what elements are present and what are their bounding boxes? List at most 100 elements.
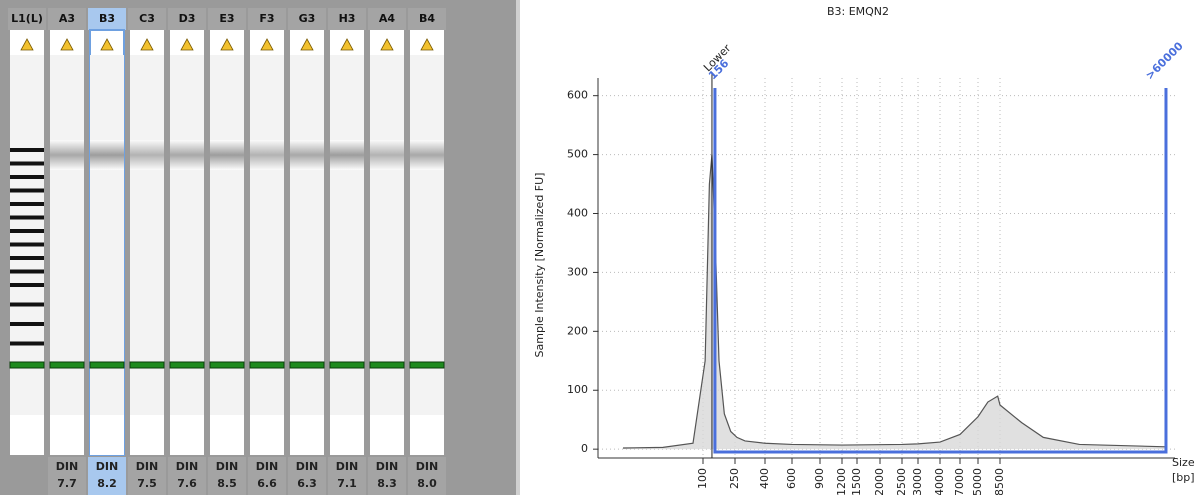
lane-bottom (210, 415, 244, 455)
marker-band (410, 362, 444, 368)
x-tick-label: 100 (696, 468, 709, 489)
sample-smear (130, 140, 164, 170)
lane-bottom (410, 415, 444, 455)
ladder-band (10, 162, 44, 166)
x-tick-label: 7000 (953, 468, 966, 495)
tapestation-window: B3: EMQN2 Sample Intensity [Normalized F… (0, 0, 1196, 495)
lane-name: E3 (219, 12, 234, 25)
ladder-band (10, 175, 44, 179)
sample-smear (370, 140, 404, 170)
x-axis-unit: [bp] (1172, 471, 1195, 484)
gel-shade (250, 55, 284, 415)
gel-shade (210, 55, 244, 415)
x-tick-label: 4000 (933, 468, 946, 495)
y-tick-label: 100 (567, 383, 588, 396)
lane-bottom (290, 415, 324, 455)
lane-bottom (130, 415, 164, 455)
din-value: 8.3 (377, 477, 397, 490)
y-tick-label: 300 (567, 265, 588, 278)
gel-shade (170, 55, 204, 415)
lane-name: F3 (259, 12, 274, 25)
lane-name: A3 (59, 12, 75, 25)
din-label: DIN (376, 460, 398, 473)
din-label: DIN (176, 460, 198, 473)
ladder-band (10, 148, 44, 152)
din-value: 7.7 (57, 477, 77, 490)
lane-name: A4 (379, 12, 396, 25)
x-tick-label: 250 (728, 468, 741, 489)
din-value: 7.1 (337, 477, 357, 490)
lane-bottom (370, 415, 404, 455)
sample-smear (410, 140, 444, 170)
marker-band (330, 362, 364, 368)
sample-smear (250, 140, 284, 170)
marker-band (10, 362, 44, 368)
ladder-band (10, 243, 44, 247)
marker-band (170, 362, 204, 368)
gel-shade (10, 55, 44, 415)
x-tick-label: 2000 (873, 468, 886, 495)
din-value: 7.5 (137, 477, 157, 490)
din-label: DIN (56, 460, 78, 473)
lane-bottom (330, 415, 364, 455)
x-tick-label: 400 (758, 468, 771, 489)
lane-bottom (170, 415, 204, 455)
din-value: 8.0 (417, 477, 437, 490)
gel-shade (90, 55, 124, 415)
ladder-band (10, 216, 44, 220)
marker-band (130, 362, 164, 368)
x-tick-label: 15000 (971, 468, 984, 495)
gel-shade (410, 55, 444, 415)
marker-band (210, 362, 244, 368)
x-tick-label: 3000 (911, 468, 924, 495)
sample-smear (50, 140, 84, 170)
din-value: 6.3 (297, 477, 317, 490)
gel-shade (290, 55, 324, 415)
din-value: 7.6 (177, 477, 197, 490)
x-tick-label: 1500 (850, 468, 863, 495)
gel-shade (50, 55, 84, 415)
marker-band (90, 362, 124, 368)
gel-shade (330, 55, 364, 415)
x-axis-label: Size (1172, 456, 1195, 469)
din-label: DIN (336, 460, 358, 473)
lane-bottom (90, 415, 124, 455)
x-tick-label: 900 (813, 468, 826, 489)
sample-smear (90, 140, 124, 170)
lane-name: G3 (299, 12, 316, 25)
lane-name: B3 (99, 12, 115, 25)
y-tick-label: 400 (567, 207, 588, 220)
sample-smear (210, 140, 244, 170)
din-label: DIN (96, 460, 118, 473)
plot-panel (520, 0, 1196, 495)
din-label: DIN (216, 460, 238, 473)
ladder-band (10, 256, 44, 260)
din-value: 8.5 (217, 477, 237, 490)
y-tick-label: 600 (567, 89, 588, 102)
sample-smear (290, 140, 324, 170)
lane-name: L1(L) (11, 12, 43, 25)
gel-shade (130, 55, 164, 415)
gel-shade (370, 55, 404, 415)
lane-bottom (250, 415, 284, 455)
din-label: DIN (256, 460, 278, 473)
x-tick-label: 2500 (895, 468, 908, 495)
din-label: DIN (416, 460, 438, 473)
marker-band (250, 362, 284, 368)
lane-name: D3 (179, 12, 196, 25)
sample-smear (170, 140, 204, 170)
ladder-band (10, 322, 44, 326)
lane-name: B4 (419, 12, 435, 25)
marker-band (290, 362, 324, 368)
x-tick-label: 600 (785, 468, 798, 489)
y-axis-label: Sample Intensity [Normalized FU] (533, 173, 546, 358)
din-value: 8.2 (97, 477, 117, 490)
ladder-band (10, 189, 44, 193)
x-tick-label: 1200 (835, 468, 848, 495)
ladder-band (10, 283, 44, 287)
splitter (516, 0, 520, 495)
sample-smear (330, 140, 364, 170)
ladder-band (10, 270, 44, 274)
ladder-band (10, 342, 44, 346)
lane-name: C3 (139, 12, 155, 25)
